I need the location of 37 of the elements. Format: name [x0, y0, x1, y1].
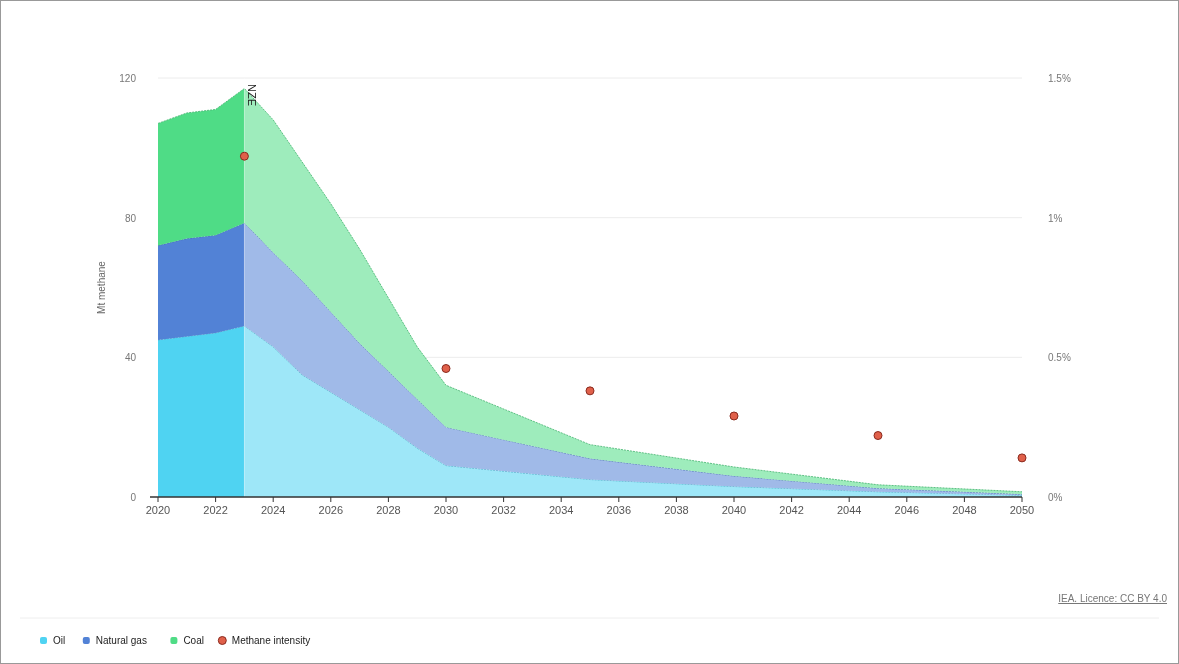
- y-tick-label: 80: [124, 212, 137, 224]
- point: [873, 431, 883, 441]
- x-tick-label: 2040: [721, 504, 747, 516]
- x-tick-label: 2042: [779, 504, 804, 516]
- y2-tick-label: 1.5%: [1048, 73, 1071, 84]
- legend-label: Natural gas: [95, 635, 147, 646]
- point: [729, 411, 739, 421]
- x-tick-label: 2028: [376, 504, 401, 516]
- x-tick-label: 2030: [433, 504, 459, 516]
- y-tick-label: 120: [119, 73, 137, 84]
- y-axis-title: Mt methane: [96, 260, 107, 314]
- legend-label: Methane intensity: [231, 635, 311, 646]
- point: [239, 151, 249, 161]
- x-tick-label: 2036: [606, 504, 632, 516]
- x-tick-label: 2050: [1009, 504, 1035, 516]
- point: [585, 386, 595, 396]
- legend-label: Coal: [183, 635, 204, 646]
- ref-line-label: NZE: [246, 84, 259, 106]
- point: [1017, 453, 1027, 463]
- y2-tick-label: 0.5%: [1048, 352, 1071, 364]
- y2-tick-label: 1%: [1048, 212, 1063, 224]
- x-tick-label: 2020: [145, 504, 171, 516]
- x-tick-label: 2026: [318, 504, 344, 516]
- x-tick-label: 2034: [548, 504, 574, 516]
- x-tick-label: 2046: [894, 504, 920, 516]
- y-tick-label: 40: [124, 352, 137, 364]
- x-tick-label: 2022: [203, 504, 228, 516]
- y-tick-label: 0: [130, 492, 137, 503]
- x-tick-label: 2024: [260, 504, 286, 516]
- x-tick-label: 2038: [664, 504, 689, 516]
- point: [441, 364, 451, 374]
- legend-label: Oil: [53, 635, 66, 646]
- x-tick-label: 2048: [952, 504, 977, 516]
- x-tick-label: 2044: [836, 504, 862, 516]
- y2-tick-label: 0%: [1048, 492, 1063, 503]
- text: IEA. Licence: CC BY 4.0: [1058, 593, 1168, 604]
- x-tick-label: 2032: [491, 504, 516, 516]
